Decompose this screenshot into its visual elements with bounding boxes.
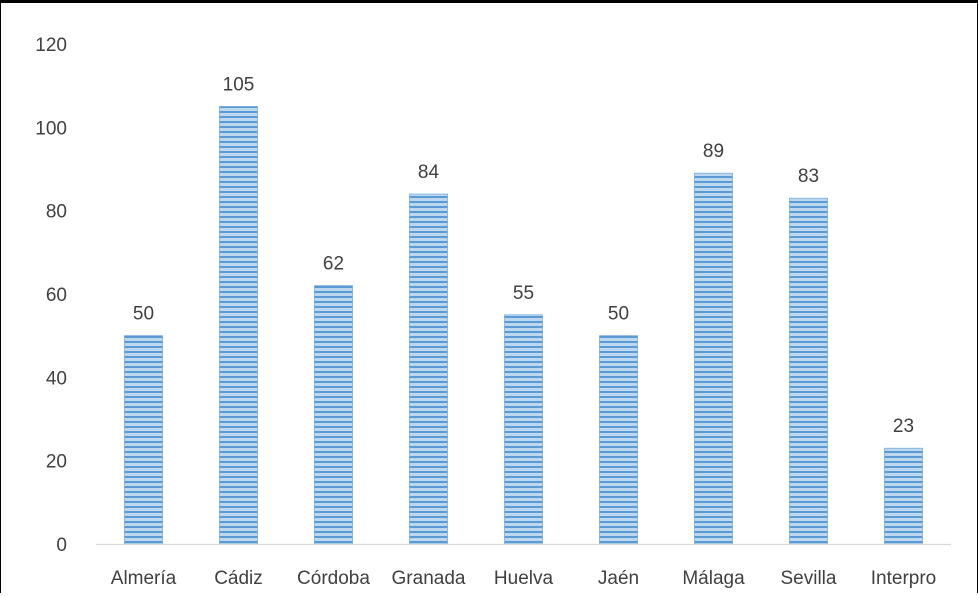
y-tick-label: 40 — [46, 368, 67, 389]
bar — [599, 335, 638, 545]
bar-chart: 0 20 40 60 80 100 120 50 105 62 84 55 50 89 83 23 Alme… — [35, 35, 951, 589]
data-label: 83 — [798, 166, 819, 187]
x-tick-label: Córdoba — [297, 568, 370, 589]
data-label: 62 — [323, 254, 344, 275]
data-label: 50 — [133, 304, 154, 325]
x-axis-tick-labels: Almería Cádiz Córdoba Granada Huelva Jaén Mála… — [111, 568, 936, 589]
data-labels-group: 50 105 62 84 55 50 89 83 23 — [133, 75, 914, 438]
y-tick-label: 20 — [46, 452, 67, 473]
x-tick-label: Huelva — [494, 568, 554, 589]
x-tick-label: Cádiz — [214, 568, 263, 589]
data-label: 55 — [513, 283, 534, 304]
x-tick-label: Granada — [392, 568, 466, 589]
y-axis-tick-labels: 0 20 40 60 80 100 120 — [35, 35, 67, 556]
y-tick-label: 100 — [35, 118, 67, 139]
y-tick-label: 120 — [35, 35, 67, 56]
x-tick-label: Interpro — [871, 568, 936, 589]
bar — [124, 335, 163, 545]
x-tick-label: Sevilla — [781, 568, 837, 589]
x-tick-label: Málaga — [682, 568, 745, 589]
x-tick-label: Jaén — [598, 568, 639, 589]
bar — [789, 197, 828, 545]
bar — [409, 193, 448, 545]
data-label: 23 — [893, 416, 914, 437]
bar — [694, 172, 733, 545]
bar — [314, 285, 353, 545]
data-label: 105 — [223, 75, 255, 96]
bars-group — [124, 106, 923, 545]
data-label: 50 — [608, 304, 629, 325]
y-tick-label: 80 — [46, 202, 67, 223]
bar — [884, 447, 923, 545]
data-label: 84 — [418, 162, 440, 183]
bar — [504, 314, 543, 545]
y-tick-label: 60 — [46, 285, 67, 306]
bar — [219, 106, 258, 545]
data-label: 89 — [703, 141, 724, 162]
x-tick-label: Almería — [111, 568, 177, 589]
y-tick-label: 0 — [56, 535, 67, 556]
